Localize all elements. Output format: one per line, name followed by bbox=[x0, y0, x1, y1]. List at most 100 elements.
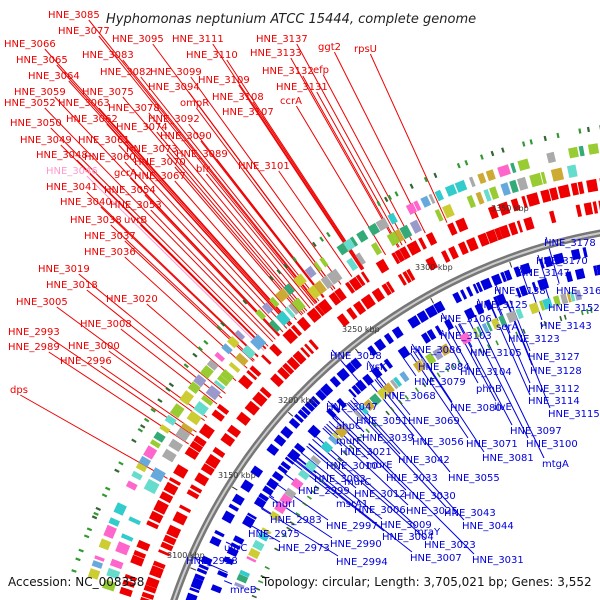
feature-segment bbox=[158, 549, 171, 557]
feature-segment bbox=[230, 542, 241, 550]
reverse-gene-label: HNE_3021 bbox=[340, 447, 392, 458]
feature-segment bbox=[452, 291, 463, 304]
feature-segment bbox=[542, 297, 553, 310]
feature-segment bbox=[326, 231, 331, 238]
feature-segment bbox=[242, 299, 248, 305]
forward-gene-label: HNE_3070 bbox=[134, 157, 186, 168]
feature-segment bbox=[539, 300, 546, 311]
forward-gene-label: ompR bbox=[180, 98, 209, 109]
feature-segment bbox=[515, 287, 522, 298]
kbp-tick-mark bbox=[430, 297, 435, 304]
feature-segment bbox=[568, 146, 579, 159]
feature-segment bbox=[260, 574, 266, 579]
kbp-tick-label: 3350 kbp bbox=[491, 204, 529, 213]
reverse-gene-label: murC bbox=[344, 477, 371, 488]
feature-segment bbox=[210, 584, 223, 594]
feature-segment bbox=[276, 269, 282, 275]
feature-segment bbox=[379, 362, 388, 373]
feature-segment bbox=[515, 308, 524, 320]
feature-segment bbox=[269, 343, 283, 357]
forward-gene-label: HNE_3005 bbox=[16, 297, 68, 308]
feature-segment bbox=[313, 261, 323, 272]
feature-segment bbox=[434, 209, 444, 222]
feature-segment bbox=[227, 336, 240, 349]
reverse-gene-label: HNE_3004 bbox=[382, 532, 434, 543]
feature-segment bbox=[381, 283, 392, 296]
reverse-gene-label: HNE_3079 bbox=[414, 377, 466, 388]
feature-segment bbox=[239, 569, 250, 578]
feature-segment bbox=[153, 499, 169, 515]
feature-segment bbox=[143, 445, 158, 460]
feature-segment bbox=[498, 315, 507, 327]
feature-segment bbox=[549, 210, 557, 224]
feature-segment bbox=[477, 172, 487, 184]
feature-segment bbox=[252, 391, 268, 407]
feature-segment bbox=[87, 568, 101, 580]
feature-segment bbox=[497, 164, 511, 178]
feature-segment bbox=[317, 298, 333, 315]
feature-segment bbox=[194, 472, 210, 487]
feature-segment bbox=[266, 443, 280, 456]
reverse-gene-label: HNE_3023 bbox=[424, 540, 476, 551]
feature-segment bbox=[275, 288, 290, 303]
feature-segment bbox=[192, 352, 198, 358]
feature-segment bbox=[372, 422, 377, 427]
reverse-gene-label: HNE_3003 bbox=[314, 474, 366, 485]
feature-segment bbox=[217, 570, 228, 578]
feature-segment bbox=[445, 367, 450, 373]
feature-segment bbox=[510, 198, 521, 212]
genome-backbone bbox=[170, 229, 600, 600]
feature-segment bbox=[271, 471, 284, 482]
feature-segment bbox=[270, 373, 284, 388]
feature-segment bbox=[257, 531, 269, 542]
forward-gene-label: HNE_3109 bbox=[198, 75, 250, 86]
feature-segment bbox=[200, 463, 215, 476]
feature-segment bbox=[189, 484, 203, 494]
feature-segment bbox=[186, 410, 202, 426]
accession-label: Accession: NC_008358 bbox=[8, 575, 144, 589]
forward-connector bbox=[106, 123, 290, 327]
feature-segment bbox=[109, 558, 124, 570]
reverse-gene-label: HNE_3043 bbox=[444, 508, 496, 519]
feature-segment bbox=[232, 535, 245, 545]
reverse-gene-label: msrA1 bbox=[336, 499, 368, 510]
forward-connector bbox=[44, 107, 274, 343]
feature-segment bbox=[563, 314, 567, 320]
reverse-gene-label: serA bbox=[496, 322, 518, 333]
forward-gene-label: HNE_3108 bbox=[212, 92, 264, 103]
feature-segment bbox=[500, 182, 511, 196]
reverse-connector bbox=[250, 525, 281, 543]
feature-segment bbox=[140, 596, 151, 600]
feature-segment bbox=[398, 399, 403, 405]
feature-segment bbox=[249, 365, 262, 377]
forward-connector bbox=[100, 365, 197, 433]
reverse-gene-label: HNE_2973 bbox=[278, 543, 330, 554]
feature-segment bbox=[422, 382, 427, 388]
feature-segment bbox=[312, 241, 317, 248]
feature-segment bbox=[326, 407, 337, 419]
feature-segment bbox=[319, 236, 324, 242]
feature-segment bbox=[498, 201, 511, 216]
feature-segment bbox=[306, 307, 322, 323]
feature-segment bbox=[261, 354, 272, 365]
feature-segment bbox=[531, 281, 538, 293]
feature-segment bbox=[153, 431, 166, 443]
forward-gene-label: efp bbox=[313, 65, 329, 76]
feature-segment bbox=[274, 501, 288, 515]
reverse-gene-label: HNE_3170 bbox=[536, 256, 588, 267]
feature-segment bbox=[190, 577, 204, 590]
feature-segment bbox=[238, 374, 253, 390]
feature-segment bbox=[570, 248, 581, 261]
feature-segment bbox=[280, 426, 294, 439]
kbp-tick-label: 3100 kbp bbox=[167, 551, 205, 560]
feature-segment bbox=[273, 434, 287, 447]
forward-connector bbox=[146, 303, 237, 382]
feature-segment bbox=[262, 485, 274, 496]
feature-segment bbox=[356, 437, 362, 442]
feature-segment bbox=[313, 280, 327, 295]
feature-segment bbox=[387, 212, 398, 225]
feature-segment bbox=[168, 438, 183, 452]
reverse-gene-label: HNE_3112 bbox=[528, 384, 580, 395]
forward-connector bbox=[120, 328, 218, 405]
feature-segment bbox=[414, 387, 420, 393]
